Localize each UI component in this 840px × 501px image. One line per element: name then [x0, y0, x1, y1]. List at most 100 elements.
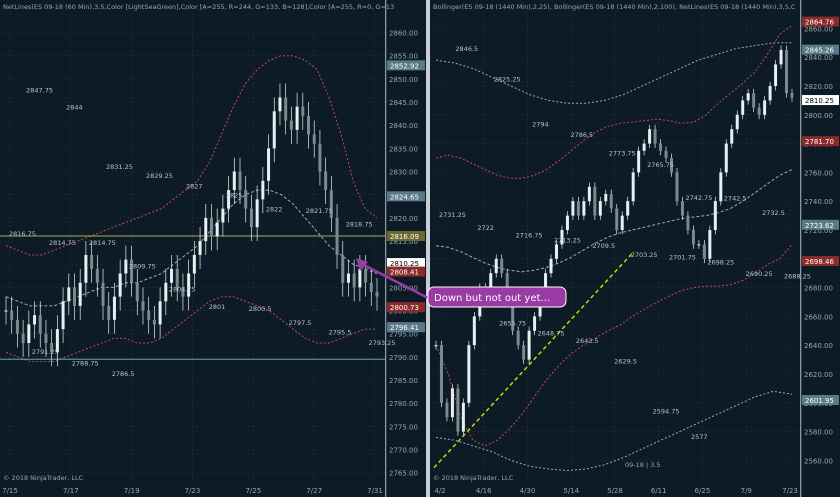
left-price-annotation: 2847.75: [26, 86, 53, 94]
right-price-bar: [533, 316, 537, 331]
right-x-tick-label: 7/9: [741, 487, 752, 495]
right-price-box: [802, 136, 839, 147]
right-price-bar: [511, 302, 515, 331]
right-price-annotation: 2643.5: [576, 337, 599, 345]
left-price-annotation: 2814.75: [49, 239, 76, 247]
left-price-bar: [170, 268, 174, 283]
left-bb-upper-band: [5, 55, 378, 256]
left-x-tick-label: 7/25: [245, 487, 261, 495]
left-y-tick-label: 2820.00: [389, 215, 418, 223]
left-price-box: [387, 258, 425, 269]
callout-box: [427, 286, 567, 308]
right-price-bar: [604, 194, 608, 202]
right-bottom-label: 09-18 | 3.5: [625, 461, 661, 469]
callout-text: Down but not out yet…: [434, 293, 550, 304]
left-price-bar: [90, 254, 94, 269]
left-price-bar: [307, 115, 311, 135]
right-price-annotation: 2703.25: [631, 251, 658, 259]
left-price-box: [387, 266, 425, 277]
right-price-bar: [467, 345, 471, 403]
left-price-bar: [249, 208, 253, 228]
right-price-annotation: 2846.5: [455, 45, 478, 53]
right-price-bar: [659, 143, 663, 151]
right-axis-bg: [801, 0, 840, 497]
right-y-tick-label: 2720.00: [804, 227, 833, 235]
right-price-bar: [741, 100, 745, 115]
right-y-tick-label: 2800.00: [804, 112, 833, 120]
right-price-bar: [713, 201, 717, 230]
right-price-annotation: 2577: [691, 433, 708, 441]
right-price-bar: [560, 230, 564, 245]
left-price-bar: [175, 268, 179, 288]
right-price-bar: [752, 93, 756, 108]
left-price-bar: [15, 319, 19, 334]
right-x-tick-label: 5/28: [607, 487, 623, 495]
left-price-bar: [364, 268, 368, 283]
right-price-bar: [631, 172, 635, 202]
right-price-box-label: 2864.76: [805, 19, 834, 27]
right-price-annotation: 2765.75: [647, 161, 674, 169]
left-price-annotation: 2827: [186, 182, 203, 190]
callout-arrow-line: [357, 260, 433, 302]
right-price-annotation: 2594.75: [653, 407, 680, 415]
right-price-annotation: 2688.25: [784, 273, 811, 281]
left-price-bar: [221, 208, 225, 223]
right-x-tick-label: 4/16: [476, 487, 492, 495]
left-price-bar: [187, 273, 191, 297]
left-price-bar: [244, 190, 248, 209]
right-y-tick-label: 2860.00: [804, 25, 833, 33]
right-price-bar: [730, 129, 734, 144]
right-price-bar: [670, 158, 674, 173]
right-price-annotation: 2698.25: [707, 258, 734, 266]
right-price-bar: [686, 215, 690, 230]
right-price-box-label: 2723.62: [805, 222, 834, 230]
callout-arrow-head: [356, 258, 368, 271]
left-price-bar: [267, 148, 271, 181]
right-price-box-label: 2698.46: [805, 258, 834, 266]
left-price-annotation: 2829.25: [146, 172, 173, 180]
right-price-bar: [648, 129, 652, 144]
right-price-bar: [757, 107, 761, 115]
right-price-bar: [450, 388, 454, 418]
left-price-annotation: 2786.5: [112, 370, 135, 378]
left-x-tick-label: 7/23: [185, 487, 201, 495]
right-price-annotation: 2713.25: [554, 237, 581, 245]
right-price-bar: [456, 388, 460, 432]
left-price-bar: [164, 282, 168, 302]
right-y-tick-label: 2740.00: [804, 198, 833, 206]
right-x-tick-label: 4/2: [434, 487, 445, 495]
left-price-box-label: 2796.41: [390, 324, 419, 332]
left-x-tick-label: 7/27: [306, 487, 322, 495]
left-price-box-label: 2816.09: [390, 233, 419, 241]
left-price-bar: [204, 217, 208, 242]
left-price-annotation: 2814.75: [89, 239, 116, 247]
left-price-bar: [209, 217, 213, 237]
left-y-tick-label: 2770.00: [389, 447, 418, 455]
right-price-bar: [637, 150, 641, 173]
right-price-bar: [522, 345, 526, 360]
left-price-box: [387, 302, 425, 313]
right-price-box-label: 2781.70: [805, 138, 834, 146]
left-axis-bg: [386, 0, 426, 497]
right-price-box: [802, 44, 839, 55]
left-price-box-label: 2800.73: [390, 304, 419, 312]
left-price-bar: [312, 134, 316, 144]
right-x-tick-label: 4/30: [520, 487, 536, 495]
left-price-annotation: 2844: [66, 104, 83, 112]
right-x-tick-label: 6/11: [651, 487, 667, 495]
left-price-bar: [375, 292, 379, 297]
left-price-bar: [346, 273, 350, 283]
left-price-annotation: 2800.5: [249, 305, 272, 313]
left-price-bar: [318, 143, 322, 172]
left-price-bar: [198, 241, 202, 255]
right-price-bar: [494, 258, 498, 274]
left-price-bar: [95, 268, 99, 283]
left-price-bar: [21, 333, 25, 343]
left-price-bar: [278, 97, 282, 112]
right-price-bar: [680, 201, 684, 216]
left-price-annotation: 2797.5: [289, 319, 312, 327]
left-price-bar: [44, 333, 48, 343]
right-y-tick-label: 2660.00: [804, 313, 833, 321]
left-y-tick-label: 2775.00: [389, 423, 418, 431]
right-price-bar: [576, 201, 580, 216]
